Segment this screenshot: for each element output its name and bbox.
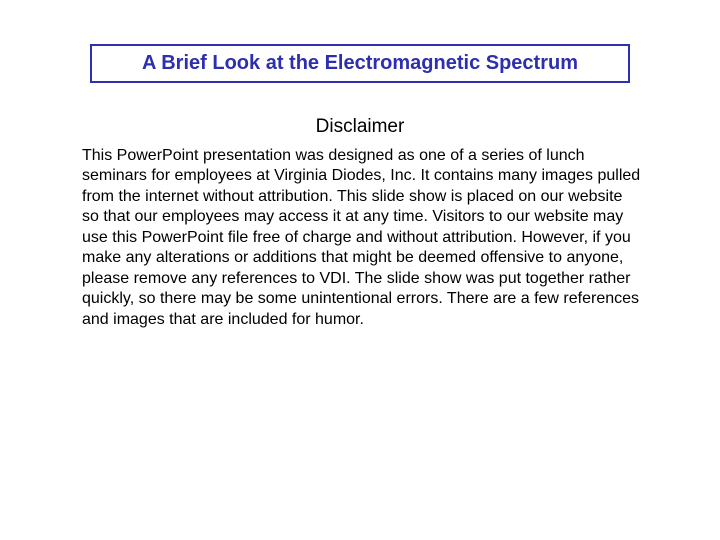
disclaimer-body: This PowerPoint presentation was designe…	[82, 146, 642, 330]
disclaimer-heading: Disclaimer	[0, 116, 720, 138]
title-text: A Brief Look at the Electromagnetic Spec…	[142, 52, 578, 74]
title-box: A Brief Look at the Electromagnetic Spec…	[90, 44, 630, 83]
